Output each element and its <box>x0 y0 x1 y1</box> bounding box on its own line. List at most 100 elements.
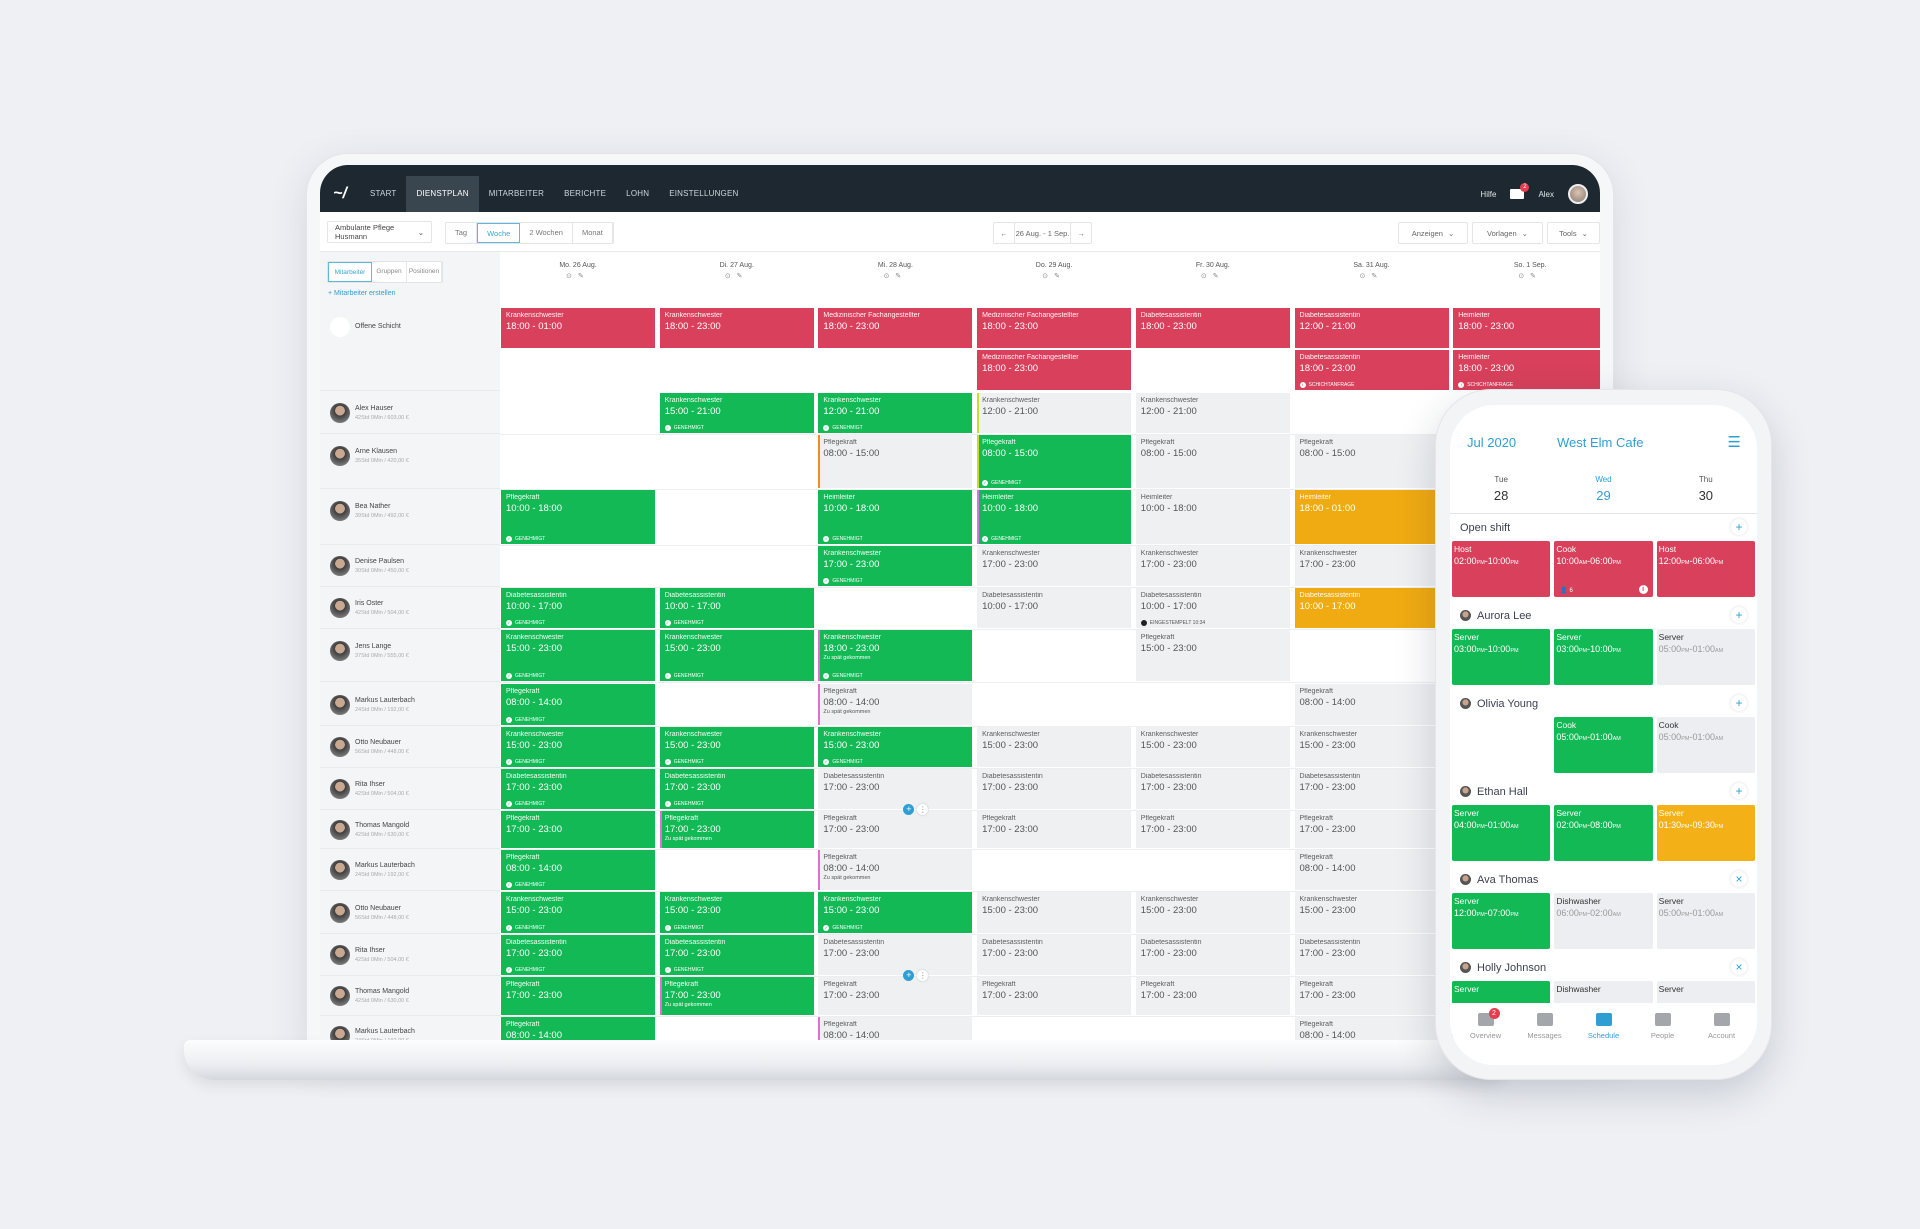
phone-shift-card[interactable]: Cook 10:00AM-06:00PM 👤 6 i <box>1554 541 1653 597</box>
shift-card[interactable]: Krankenschwester 17:00 - 23:00 <box>1135 546 1290 586</box>
tab-people[interactable]: People <box>1633 1003 1692 1065</box>
shift-card[interactable]: Krankenschwester 15:00 - 23:00 <box>1135 727 1290 767</box>
phone-shift-card[interactable]: Server 05:00PM-01:00AM <box>1656 893 1755 949</box>
shift-card[interactable]: Medizinischer Fachangestellter 18:00 - 23… <box>818 308 973 348</box>
shift-card[interactable]: Pflegekraft 08:00 - 14:00 <box>1294 1017 1449 1040</box>
shift-card[interactable]: Heimleiter 10:00 - 18:00 <box>1135 490 1290 544</box>
add-icon[interactable]: + <box>1731 783 1747 799</box>
shift-card[interactable]: Heimleiter 18:00 - 23:00 i SCHICHTANFRAGE <box>1453 350 1600 390</box>
view-tab-1[interactable]: Woche <box>477 223 521 243</box>
add-icon[interactable]: + <box>1731 695 1747 711</box>
shift-card[interactable]: Krankenschwester 17:00 - 23:00 ✓ GENEHMIGT <box>818 546 973 586</box>
shift-card[interactable]: Krankenschwester 15:00 - 23:00 <box>1135 892 1290 933</box>
shift-card[interactable]: Pflegekraft 17:00 - 23:00 Zu spät gekommen <box>659 977 814 1015</box>
tab-messages[interactable]: Messages <box>1515 1003 1574 1065</box>
employee-row[interactable]: Iris Oster 42Std 0Min / 504,00 € <box>320 587 500 629</box>
shift-card[interactable]: Pflegekraft 17:00 - 23:00 <box>1135 977 1290 1015</box>
shift-card[interactable]: Diabetesassistentin 17:00 - 23:00 <box>1135 769 1290 809</box>
next-week-button[interactable]: → <box>1070 222 1092 244</box>
shift-card[interactable]: Heimleiter 10:00 - 18:00 ✓ GENEHMIGT <box>977 490 1132 544</box>
menu-vorlagen[interactable]: Vorlagen ⌄ <box>1472 222 1543 244</box>
shift-card[interactable]: Pflegekraft 08:00 - 14:00 <box>1294 850 1449 890</box>
shift-card[interactable]: Pflegekraft 17:00 - 23:00 <box>501 811 655 848</box>
day-actions[interactable]: ⊙✎ <box>724 273 749 280</box>
view-tab-3[interactable]: Monat <box>573 223 613 243</box>
shift-card[interactable]: Pflegekraft 08:00 - 14:00 Zu spät gekommen <box>818 850 973 890</box>
nav-item-mitarbeiter[interactable]: MITARBEITER <box>488 189 545 198</box>
employee-row[interactable]: Thomas Mangold 42Std 0Min / 630,00 € <box>320 810 500 849</box>
nav-item-lohn[interactable]: LOHN <box>626 189 650 198</box>
phone-day[interactable]: Thu 30 <box>1655 475 1757 503</box>
add-icon[interactable]: + <box>1731 519 1747 535</box>
employee-row[interactable]: Bea Nather 39Std 0Min / 492,00 € <box>320 489 500 545</box>
shift-card[interactable]: Krankenschwester 15:00 - 23:00 ✓ GENEHMIGT <box>659 630 814 681</box>
phone-shift-card[interactable]: Host 12:00PM-06:00PM <box>1656 541 1755 597</box>
day-actions[interactable]: ⊙✎ <box>1518 273 1543 280</box>
close-icon[interactable]: × <box>1731 871 1747 887</box>
employee-row[interactable]: Arne Klausen 35Std 0Min / 420,00 € <box>320 434 500 489</box>
shift-card[interactable]: Pflegekraft 08:00 - 15:00 <box>1294 435 1449 488</box>
shift-card[interactable]: Krankenschwester 15:00 - 23:00 <box>977 892 1132 933</box>
shift-card[interactable]: Medizinischer Fachangestellter 18:00 - 23… <box>977 308 1132 348</box>
view-tab-2[interactable]: 2 Wochen <box>520 223 573 243</box>
phone-shift-card[interactable]: Server 03:00PM-10:00PM <box>1554 629 1653 685</box>
sidebar-tab-gruppen[interactable]: Gruppen <box>372 262 407 282</box>
nav-item-einstellungen[interactable]: EINSTELLUNGEN <box>669 189 739 198</box>
shift-card[interactable]: Krankenschwester 18:00 - 23:00 Zu spät gek… <box>818 630 973 681</box>
shift-card[interactable]: Diabetesassistentin 17:00 - 23:00 + ⋮ <box>818 769 973 815</box>
shift-card[interactable]: Diabetesassistentin 17:00 - 23:00 <box>1294 769 1449 809</box>
tab-overview[interactable]: 2 Overview <box>1456 1003 1515 1065</box>
view-tab-0[interactable]: Tag <box>446 223 478 243</box>
tab-schedule[interactable]: Schedule <box>1574 1003 1633 1065</box>
shift-card[interactable]: Pflegekraft 08:00 - 14:00 ✓ GENEHMIGT <box>501 850 655 890</box>
shift-card[interactable]: Krankenschwester 12:00 - 21:00 <box>1135 393 1290 433</box>
shift-card[interactable]: Diabetesassistentin 17:00 - 23:00 ✓ GENEHMI… <box>659 769 814 809</box>
shift-card[interactable]: Pflegekraft 08:00 - 15:00 <box>818 435 973 488</box>
month-label[interactable]: Jul 2020 <box>1467 435 1517 450</box>
help-menu[interactable]: Hilfe <box>1480 189 1497 199</box>
day-actions[interactable]: ⊙✎ <box>1200 273 1225 280</box>
phone-shift-card[interactable]: Cook 05:00PM-01:00AM <box>1554 717 1653 773</box>
shift-card[interactable]: Diabetesassistentin 17:00 - 23:00 <box>977 935 1132 975</box>
shift-card[interactable]: Krankenschwester 18:00 - 01:00 <box>501 308 655 348</box>
shift-card[interactable]: Diabetesassistentin 10:00 - 17:00 <box>977 588 1132 628</box>
sidebar-tab-positionen[interactable]: Positionen <box>407 262 442 282</box>
employee-row[interactable]: Thomas Mangold 42Std 0Min / 630,00 € <box>320 976 500 1016</box>
shift-card[interactable]: Pflegekraft 08:00 - 14:00 Zu spät gekommen <box>818 684 973 725</box>
employee-row[interactable]: Alex Hauser 42Std 0Min / 603,00 € <box>320 392 500 434</box>
shift-card[interactable]: Krankenschwester 15:00 - 23:00 ✓ GENEHMIGT <box>818 892 973 933</box>
employee-row[interactable]: Markus Lauterbach 24Std 0Min / 192,00 € <box>320 1016 500 1040</box>
shift-card[interactable]: Pflegekraft 08:00 - 14:00 <box>501 1017 655 1040</box>
more-options-icon[interactable]: ⋮ <box>917 970 929 981</box>
shift-card[interactable]: Krankenschwester 17:00 - 23:00 <box>977 546 1132 586</box>
mail-icon[interactable]: 2 <box>1510 183 1530 199</box>
shift-card[interactable]: Diabetesassistentin 17:00 - 23:00 <box>977 769 1132 809</box>
shift-card[interactable]: Krankenschwester 15:00 - 23:00 <box>1294 727 1449 767</box>
add-shift-button[interactable]: + <box>903 804 915 815</box>
shift-card[interactable]: Krankenschwester 12:00 - 21:00 ✓ GENEHMIGT <box>818 393 973 433</box>
shift-card[interactable]: Diabetesassistentin 17:00 - 23:00 ✓ GENEHMI… <box>501 935 655 975</box>
phone-shift-card[interactable]: Server 01:30PM-09:30PM <box>1656 805 1755 861</box>
day-actions[interactable]: ⊙✎ <box>566 273 590 280</box>
shift-card[interactable]: Diabetesassistentin 18:00 - 23:00 i SCHICHT… <box>1294 350 1449 390</box>
nav-item-start[interactable]: START <box>370 189 397 198</box>
more-options-icon[interactable]: ⋮ <box>917 804 929 815</box>
location-select[interactable]: Ambulante Pflege Husmann ⌄ <box>327 221 432 243</box>
shift-card[interactable]: Krankenschwester 15:00 - 23:00 ✓ GENEHMIGT <box>659 892 814 933</box>
shift-card[interactable]: Pflegekraft 08:00 - 15:00 ✓ GENEHMIGT <box>977 435 1132 488</box>
day-actions[interactable]: ⊙✎ <box>1042 273 1066 280</box>
shift-card[interactable]: Pflegekraft 10:00 - 18:00 ✓ GENEHMIGT <box>501 490 655 544</box>
employee-row[interactable]: Rita Ihser 42Std 0Min / 504,00 € <box>320 768 500 810</box>
add-icon[interactable]: + <box>1731 607 1747 623</box>
shift-card[interactable]: Diabetesassistentin 18:00 - 23:00 <box>1135 308 1290 348</box>
shift-card[interactable]: Diabetesassistentin 17:00 - 23:00 ✓ GENEHMI… <box>501 769 655 809</box>
user-avatar[interactable] <box>1568 184 1588 204</box>
shift-card[interactable]: Pflegekraft 17:00 - 23:00 <box>818 811 973 848</box>
tab-account[interactable]: Account <box>1692 1003 1751 1065</box>
shift-card[interactable]: Diabetesassistentin 10:00 - 17:00 EINGESTE… <box>1135 588 1290 628</box>
create-employee-link[interactable]: + Mitarbeiter erstellen <box>328 290 396 297</box>
shift-card[interactable]: Pflegekraft 17:00 - 23:00 Zu spät gekommen <box>659 811 814 848</box>
shift-card[interactable]: Pflegekraft 17:00 - 23:00 <box>1294 977 1449 1015</box>
shift-card[interactable]: Medizinischer Fachangestellter 18:00 - 23… <box>977 350 1132 390</box>
phone-shift-card[interactable]: Server 03:00PM-10:00PM <box>1452 629 1551 685</box>
